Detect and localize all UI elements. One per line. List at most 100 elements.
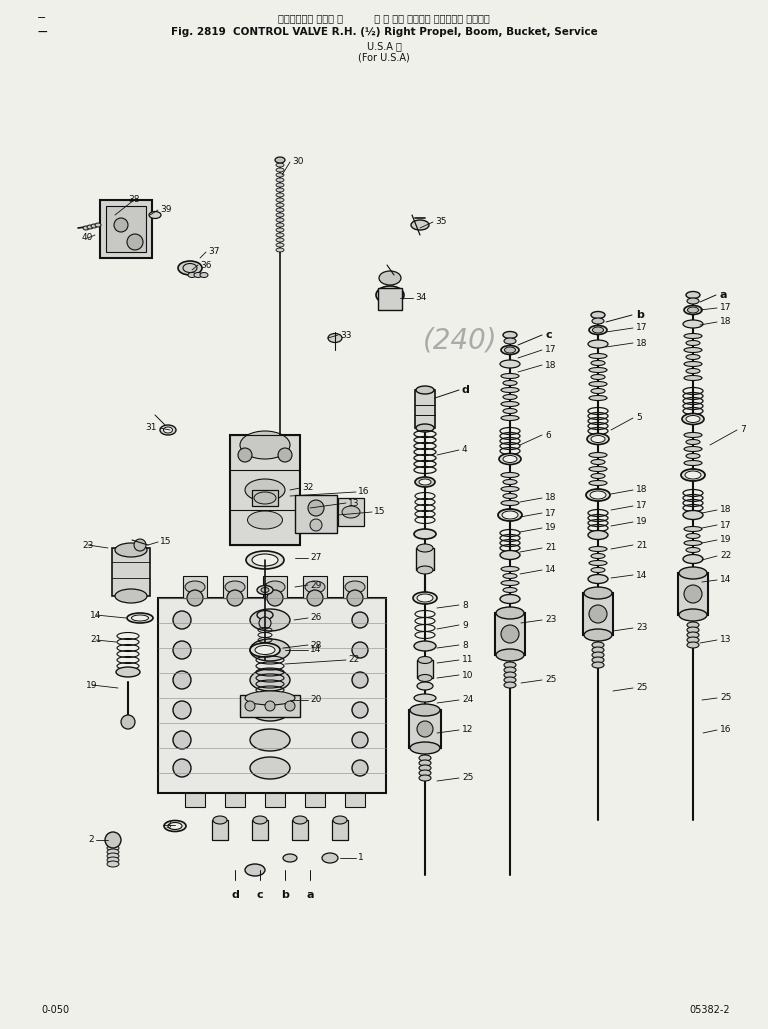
Ellipse shape	[588, 340, 608, 348]
Circle shape	[267, 590, 283, 606]
Text: a: a	[720, 290, 727, 300]
Bar	[183, 576, 207, 598]
Text: 5: 5	[636, 414, 642, 423]
Ellipse shape	[247, 511, 283, 529]
Bar	[303, 576, 327, 598]
Ellipse shape	[684, 348, 702, 353]
Ellipse shape	[276, 188, 284, 192]
Circle shape	[352, 732, 368, 748]
Text: 13: 13	[348, 498, 359, 507]
Ellipse shape	[178, 261, 202, 275]
Text: (For U.S.A): (For U.S.A)	[358, 54, 410, 63]
Text: 37: 37	[208, 248, 220, 256]
Ellipse shape	[501, 388, 519, 392]
Ellipse shape	[686, 341, 700, 346]
Ellipse shape	[589, 453, 607, 458]
Circle shape	[352, 642, 368, 658]
Ellipse shape	[687, 627, 699, 633]
Ellipse shape	[500, 551, 520, 560]
Ellipse shape	[276, 213, 284, 217]
Ellipse shape	[276, 173, 284, 177]
Text: 40: 40	[82, 234, 94, 243]
Ellipse shape	[591, 554, 605, 559]
Ellipse shape	[686, 416, 700, 423]
Ellipse shape	[686, 439, 700, 445]
Text: 21: 21	[90, 636, 101, 644]
Ellipse shape	[588, 531, 608, 539]
Circle shape	[238, 448, 252, 462]
Bar	[240, 695, 300, 717]
Text: 39: 39	[160, 206, 171, 214]
Ellipse shape	[499, 454, 521, 464]
Ellipse shape	[681, 469, 705, 481]
Ellipse shape	[276, 203, 284, 207]
Bar	[263, 576, 287, 598]
Text: 17: 17	[545, 508, 557, 518]
Text: 14: 14	[720, 575, 731, 584]
Ellipse shape	[149, 212, 161, 218]
Circle shape	[227, 590, 243, 606]
Ellipse shape	[684, 333, 702, 339]
Ellipse shape	[276, 183, 284, 187]
Ellipse shape	[592, 652, 604, 658]
Text: (240): (240)	[422, 326, 498, 354]
Ellipse shape	[250, 609, 290, 631]
Ellipse shape	[107, 861, 119, 867]
Ellipse shape	[589, 546, 607, 552]
Circle shape	[417, 721, 433, 737]
Bar	[158, 598, 386, 793]
Bar	[583, 593, 613, 635]
Ellipse shape	[115, 543, 147, 557]
Ellipse shape	[504, 677, 516, 683]
Ellipse shape	[504, 338, 516, 344]
Ellipse shape	[417, 682, 433, 690]
Ellipse shape	[107, 845, 119, 851]
Ellipse shape	[414, 694, 436, 702]
Circle shape	[114, 218, 128, 232]
Ellipse shape	[682, 414, 704, 425]
Text: 22: 22	[348, 655, 359, 665]
Ellipse shape	[687, 307, 699, 313]
Text: 4: 4	[462, 446, 468, 455]
Ellipse shape	[254, 492, 276, 504]
Ellipse shape	[417, 566, 433, 574]
Ellipse shape	[501, 567, 519, 571]
Text: 20: 20	[310, 696, 321, 705]
Bar	[409, 710, 441, 748]
Text: 12: 12	[462, 725, 473, 735]
Ellipse shape	[686, 533, 700, 538]
Text: 10: 10	[462, 671, 474, 679]
Circle shape	[352, 760, 368, 776]
Ellipse shape	[591, 389, 605, 393]
Text: 18: 18	[636, 486, 647, 495]
Ellipse shape	[257, 610, 273, 619]
Ellipse shape	[213, 816, 227, 824]
Ellipse shape	[276, 193, 284, 197]
Ellipse shape	[589, 481, 607, 486]
Text: 34: 34	[415, 293, 426, 303]
Ellipse shape	[194, 273, 202, 278]
Text: 8: 8	[462, 601, 468, 609]
Ellipse shape	[503, 394, 517, 399]
Circle shape	[245, 701, 255, 711]
Ellipse shape	[322, 853, 338, 863]
Text: 25: 25	[462, 774, 473, 782]
Ellipse shape	[584, 629, 612, 641]
Text: 13: 13	[720, 636, 731, 644]
Ellipse shape	[684, 361, 702, 366]
Ellipse shape	[589, 325, 607, 334]
Ellipse shape	[684, 527, 702, 532]
Text: 28: 28	[310, 640, 321, 649]
Ellipse shape	[590, 491, 606, 499]
Ellipse shape	[504, 672, 516, 678]
Ellipse shape	[588, 574, 608, 583]
Circle shape	[121, 715, 135, 729]
Ellipse shape	[415, 477, 435, 487]
Ellipse shape	[503, 381, 517, 386]
Circle shape	[684, 586, 702, 603]
Ellipse shape	[501, 472, 519, 477]
Ellipse shape	[687, 622, 699, 628]
Bar	[212, 820, 228, 840]
Ellipse shape	[686, 547, 700, 553]
Ellipse shape	[500, 595, 520, 603]
